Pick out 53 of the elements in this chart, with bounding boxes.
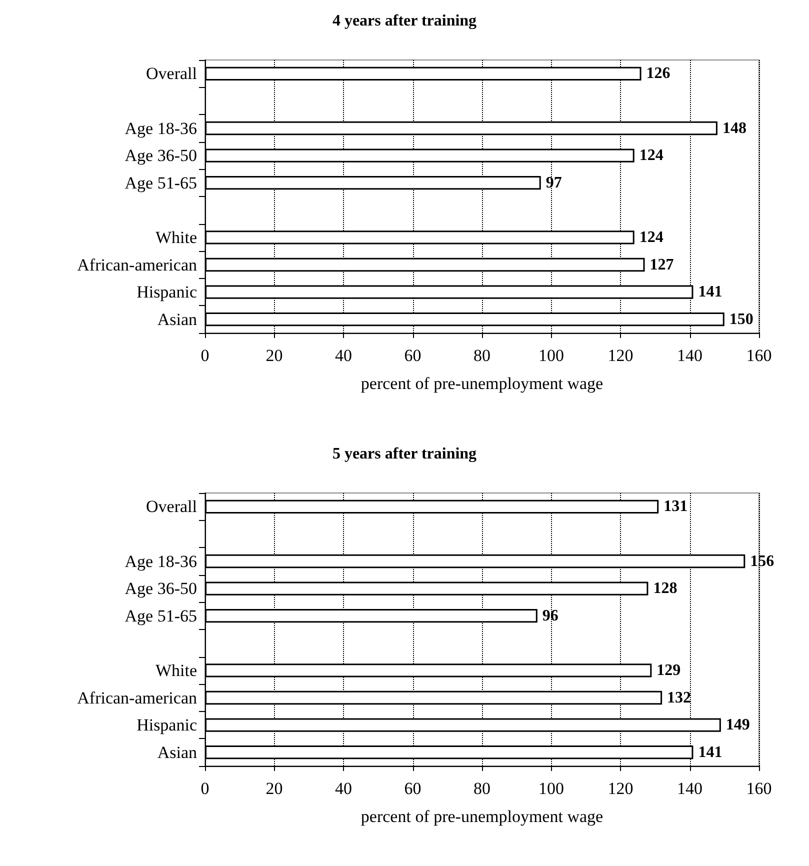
x-tick-label: 40 — [335, 346, 352, 365]
data-label: 124 — [639, 147, 664, 164]
x-tick-label: 40 — [335, 779, 352, 798]
x-tick-label: 60 — [404, 346, 422, 365]
y-tick-label: Asian — [157, 742, 198, 762]
data-label: 148 — [722, 120, 746, 137]
data-label: 156 — [750, 552, 774, 570]
x-tick-label: 20 — [266, 346, 283, 365]
x-axis-title: percent of pre-unemployment wage — [360, 374, 604, 393]
x-tick-label: 140 — [677, 346, 702, 365]
chart-title: 4 years after training — [332, 12, 477, 30]
data-label: 141 — [698, 744, 722, 761]
y-tick-label: White — [155, 228, 197, 247]
y-tick-label: White — [155, 660, 197, 680]
y-tick-label: Hispanic — [136, 282, 198, 302]
data-label: 131 — [664, 498, 688, 516]
y-tick-label: African-american — [77, 688, 198, 708]
y-tick-label: African-american — [77, 255, 198, 274]
data-label: 124 — [639, 228, 664, 246]
x-tick-label: 140 — [677, 779, 702, 798]
data-label: 150 — [729, 310, 754, 328]
data-label: 141 — [698, 284, 722, 301]
data-label: 128 — [653, 580, 678, 598]
y-tick-label: Overall — [146, 64, 198, 84]
x-tick-label: 80 — [474, 779, 490, 798]
data-label: 96 — [542, 607, 558, 624]
y-tick-label: Age 18-36 — [124, 552, 197, 571]
x-tick-label: 60 — [404, 779, 422, 798]
x-tick-label: 80 — [474, 346, 490, 365]
y-tick-label: Age 51-65 — [124, 173, 197, 192]
x-tick-label: 0 — [200, 346, 210, 365]
y-tick-label: Asian — [157, 310, 198, 329]
x-tick-label: 160 — [746, 346, 772, 365]
data-label: 132 — [667, 689, 692, 706]
x-axis-title: percent of pre-unemployment wage — [360, 807, 604, 826]
y-tick-label: Overall — [146, 497, 198, 516]
x-tick-label: 20 — [266, 779, 283, 798]
x-tick-label: 0 — [200, 779, 210, 798]
y-tick-label: Age 51-65 — [124, 606, 197, 626]
x-tick-label: 100 — [538, 346, 564, 365]
x-tick-label: 160 — [746, 779, 772, 798]
x-tick-label: 120 — [608, 346, 634, 365]
data-label: 149 — [726, 716, 750, 734]
chart-title: 5 years after training — [332, 446, 477, 462]
data-label: 129 — [656, 662, 681, 679]
x-tick-label: 120 — [608, 779, 634, 798]
y-tick-label: Age 36-50 — [124, 146, 197, 166]
y-tick-label: Age 18-36 — [124, 118, 197, 138]
data-label: 126 — [646, 65, 670, 82]
y-tick-label: Hispanic — [136, 716, 198, 735]
y-tick-label: Age 36-50 — [124, 579, 197, 598]
data-label: 127 — [650, 256, 674, 274]
x-tick-label: 100 — [538, 779, 564, 798]
